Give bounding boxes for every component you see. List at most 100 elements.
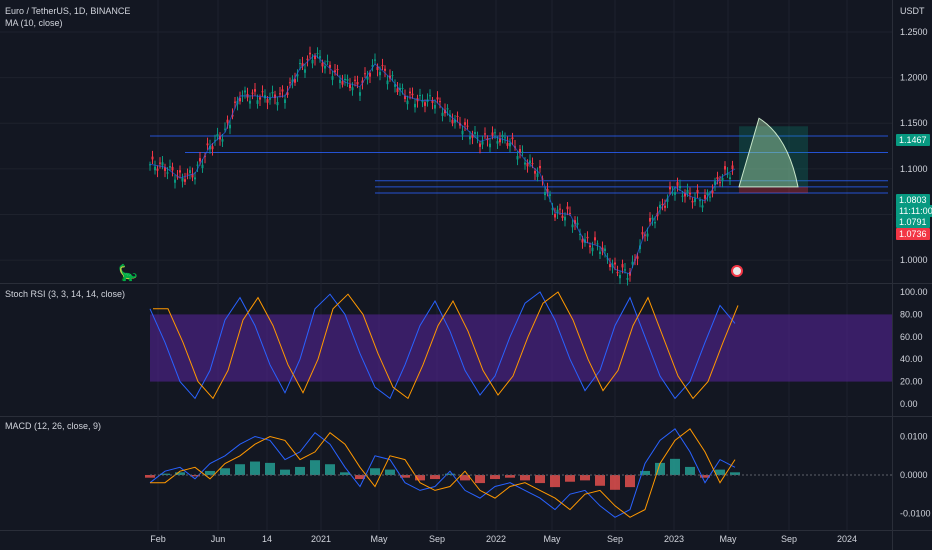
candle-body	[179, 170, 181, 173]
candle-body	[676, 182, 679, 186]
candle-body	[251, 92, 254, 94]
candle-body	[354, 79, 356, 81]
candle-body	[711, 190, 714, 194]
candle-body	[209, 145, 211, 150]
ma-line	[149, 54, 736, 275]
candle-body	[374, 59, 376, 61]
macd-histogram-bar	[700, 475, 710, 478]
stoch-tick-label: 0.00	[900, 399, 918, 409]
candle-body	[276, 101, 279, 106]
stoch-tick-label: 20.00	[900, 377, 923, 387]
price-tick-label: 1.1000	[900, 164, 928, 174]
projection-arc-shape	[738, 117, 799, 188]
candle-body	[591, 247, 594, 252]
price-tick-label: 1.2500	[900, 27, 928, 37]
candle-body	[536, 173, 539, 177]
candle-body	[391, 75, 394, 77]
candle-body	[221, 139, 224, 142]
candle-body	[694, 198, 696, 202]
candle-body	[719, 182, 721, 184]
candle-body	[431, 100, 434, 103]
macd-histogram-bar	[145, 475, 155, 478]
candle-body	[256, 100, 259, 104]
ma-indicator-label: MA (10, close)	[5, 18, 63, 28]
macd-histogram-bar	[280, 469, 290, 475]
candle-body	[521, 151, 524, 153]
candle-body	[359, 92, 361, 96]
candle-body	[474, 132, 476, 134]
long-position-target-zone	[739, 126, 808, 187]
candle-body	[476, 137, 479, 139]
candle-body	[534, 171, 536, 174]
candle-body	[234, 101, 236, 103]
candle-body	[664, 205, 666, 208]
candle-body	[214, 140, 216, 142]
candle-body	[229, 124, 231, 129]
candle-body	[654, 222, 656, 224]
candle-body	[706, 192, 709, 196]
candle-body	[524, 162, 526, 165]
candle-body	[519, 148, 521, 153]
candle-body	[621, 264, 624, 268]
candle-body	[549, 194, 551, 196]
candle-body	[306, 58, 309, 61]
candle-body	[596, 243, 599, 245]
candle-body	[199, 158, 201, 162]
candle-body	[281, 89, 284, 92]
candle-body	[334, 70, 336, 73]
candle-body	[326, 60, 329, 62]
candle-body	[481, 141, 484, 145]
macd-histogram-bar	[715, 469, 725, 475]
candle-body	[291, 79, 294, 83]
candle-body	[569, 212, 571, 214]
candle-body	[576, 222, 579, 225]
macd-title: MACD (12, 26, close, 9)	[5, 421, 102, 431]
candle-body	[216, 134, 219, 137]
candle-body	[454, 119, 456, 123]
candle-body	[644, 234, 646, 236]
macd-histogram-bar	[580, 475, 590, 481]
candle-body	[231, 114, 234, 117]
candle-body	[689, 192, 691, 195]
candle-body	[239, 98, 241, 102]
candle-body	[434, 104, 436, 109]
candle-body	[564, 216, 566, 221]
candle-body	[411, 93, 414, 96]
candle-body	[364, 73, 366, 75]
candle-body	[329, 64, 331, 68]
candle-body	[641, 232, 644, 235]
candle-body	[546, 188, 549, 193]
candle-body	[501, 134, 504, 138]
candle-body	[274, 94, 276, 99]
candle-body	[606, 258, 609, 260]
candle-body	[206, 143, 209, 146]
candle-body	[421, 100, 424, 103]
candle-body	[446, 108, 449, 110]
candle-body	[196, 164, 199, 166]
candle-body	[336, 68, 339, 71]
candle-body	[419, 95, 421, 97]
candle-body	[284, 99, 286, 103]
candle-body	[316, 53, 319, 55]
candle-body	[279, 93, 281, 95]
candle-body	[709, 196, 711, 198]
stoch-d-line	[153, 291, 739, 400]
candle-body	[379, 71, 381, 76]
currency-label: USDT	[900, 6, 925, 16]
macd-histogram-bar	[160, 473, 170, 475]
macd-histogram-bar	[205, 470, 215, 475]
macd-histogram-bar	[610, 475, 620, 490]
macd-tick-label: 0.0000	[900, 470, 928, 480]
stoch-rsi-title: Stoch RSI (3, 3, 14, 14, close)	[5, 289, 126, 299]
ma-value-tag: 1.0791	[896, 216, 930, 228]
candle-body	[296, 74, 299, 77]
candle-body	[211, 146, 214, 150]
time-label: Sep	[429, 534, 445, 544]
candle-body	[701, 205, 704, 208]
candle-body	[636, 256, 639, 259]
stop-price-tag: 1.0736	[896, 228, 930, 240]
candle-body	[339, 79, 341, 84]
candle-body	[661, 204, 664, 206]
macd-histogram-bar	[460, 475, 470, 481]
